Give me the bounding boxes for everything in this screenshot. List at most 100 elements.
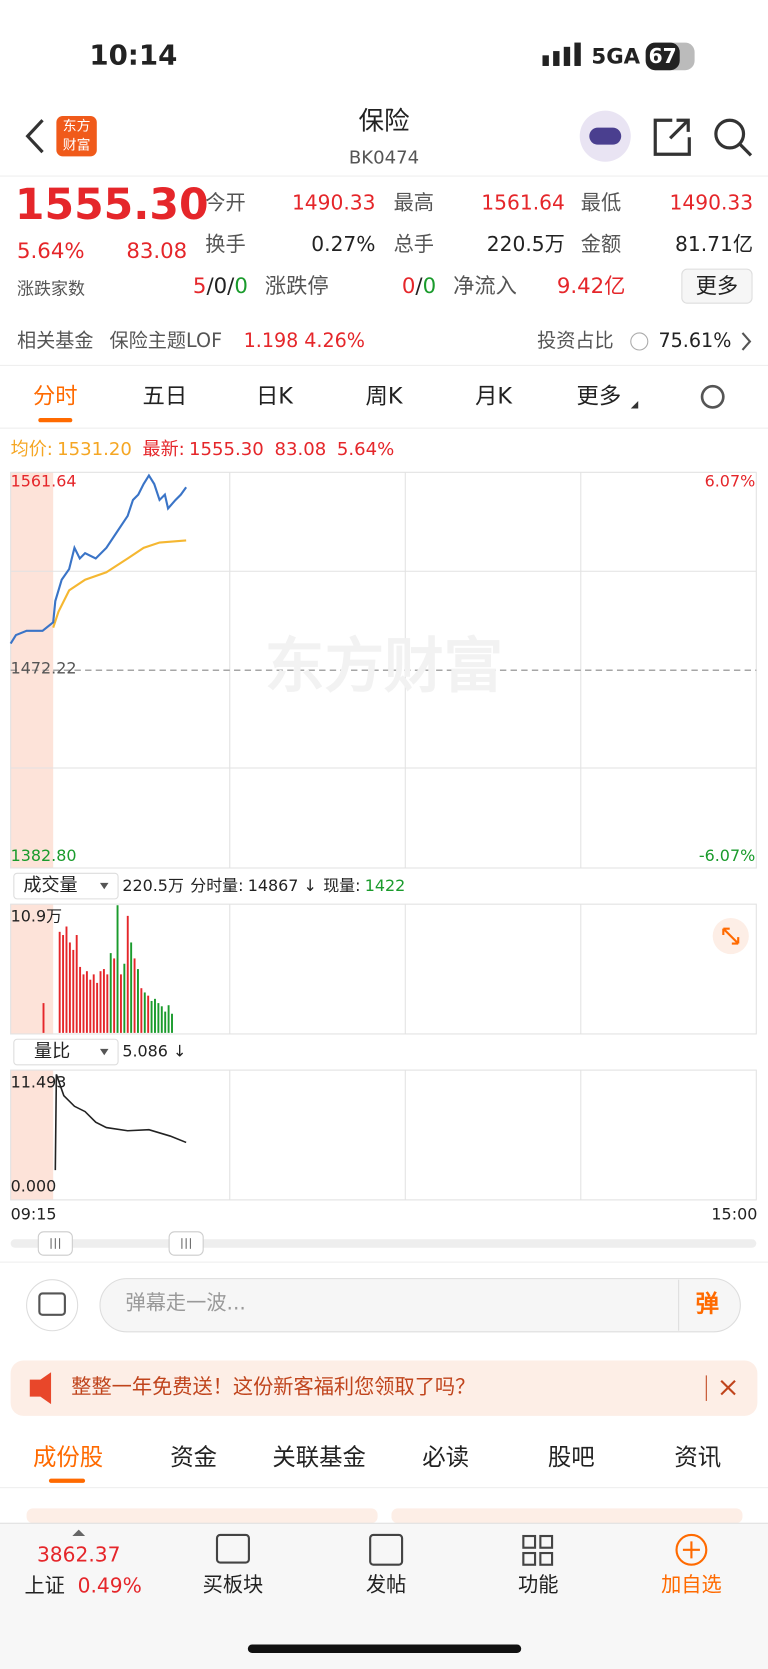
- card-peek: [26, 1508, 378, 1524]
- volume-bar: [140, 988, 143, 1033]
- dropdown-arrow: [99, 1048, 109, 1056]
- volume-bar: [116, 905, 119, 1033]
- nav-item[interactable]: 发帖: [366, 1573, 406, 1597]
- field-label: 最高: [394, 191, 434, 215]
- share-icon[interactable]: [653, 118, 691, 156]
- divider: [0, 427, 768, 429]
- time-start: 09:15: [11, 1204, 57, 1223]
- volume-bar: [119, 974, 122, 1033]
- volume-bar: [123, 963, 126, 1033]
- chart-tab[interactable]: 更多: [577, 383, 622, 409]
- volume-bar: [109, 953, 112, 1033]
- now-label: 现量:: [323, 876, 360, 895]
- field-label: 今开: [205, 191, 245, 215]
- add-icon: [675, 1533, 708, 1566]
- ratio-selector[interactable]: [13, 1038, 119, 1066]
- volume-bar: [75, 935, 78, 1033]
- search-icon[interactable]: [714, 118, 746, 150]
- more-text: 更多: [696, 274, 739, 299]
- volume-max: 10.9万: [11, 906, 62, 925]
- breadth: 5/0/0: [193, 274, 248, 299]
- nav-item[interactable]: 加自选: [661, 1573, 722, 1597]
- card-peek: [391, 1508, 743, 1524]
- battery-text: 67: [649, 44, 677, 68]
- field-value: 220.5万: [487, 232, 565, 256]
- content-tab[interactable]: 必读: [422, 1443, 469, 1471]
- chart-tab[interactable]: 日K: [256, 383, 294, 409]
- dropdown-arrow: [630, 401, 639, 409]
- volume-bar: [96, 982, 99, 1033]
- chart-tab[interactable]: 月K: [475, 383, 513, 409]
- price-line: [9, 473, 188, 645]
- content-tab[interactable]: 关联基金: [272, 1443, 366, 1471]
- volume-bar: [147, 995, 150, 1033]
- volume-selector-text: 成交量: [23, 875, 77, 896]
- chart-tab[interactable]: 分时: [33, 383, 78, 409]
- volume-bar: [171, 1013, 173, 1033]
- megaphone-icon: [29, 1372, 52, 1405]
- comment-input[interactable]: [99, 1278, 741, 1333]
- y-low: 1382.80: [11, 846, 77, 865]
- divider: [0, 364, 768, 366]
- chart-tab[interactable]: 五日: [143, 383, 188, 409]
- nav-item[interactable]: 买板块: [203, 1573, 264, 1597]
- content-tab[interactable]: 资讯: [674, 1443, 721, 1471]
- danmaku-button[interactable]: 弹: [696, 1290, 719, 1318]
- banner[interactable]: [10, 1360, 758, 1416]
- divider: [0, 175, 768, 177]
- fall: 0: [234, 274, 248, 299]
- danmaku-icon: [38, 1292, 66, 1316]
- expand-icon: [722, 927, 740, 945]
- add-icon: [682, 1541, 700, 1559]
- index-value[interactable]: 3862.37: [37, 1543, 121, 1567]
- minute-label: 分时量:: [190, 876, 243, 895]
- volume-bar: [62, 935, 65, 1033]
- volume-bar: [164, 1011, 167, 1033]
- danmaku-toggle[interactable]: [26, 1279, 79, 1332]
- volume-bar: [99, 971, 102, 1033]
- more-button[interactable]: [681, 268, 753, 304]
- tab-underline: [38, 418, 73, 423]
- content-tab[interactable]: 资金: [170, 1443, 217, 1471]
- price: 1555.30: [15, 181, 209, 230]
- volume-bar: [89, 979, 92, 1033]
- field-value: 81.71亿: [675, 232, 753, 256]
- latest-change: 83.08: [274, 439, 326, 460]
- close-button[interactable]: [720, 1379, 736, 1396]
- info: 均价: 1531.20 最新: 1555.30 83.08 5.64%: [11, 439, 395, 460]
- sep: /: [415, 274, 423, 299]
- fund-name[interactable]: 保险主题LOF: [110, 329, 223, 352]
- volume-selector[interactable]: [13, 872, 119, 900]
- signal-icon: [542, 42, 581, 66]
- field-label: 金额: [581, 232, 621, 256]
- net-inflow: 9.42亿: [557, 274, 626, 299]
- volume-bar: [106, 974, 109, 1033]
- ratio-max: 11.493: [11, 1072, 67, 1091]
- chart-tab[interactable]: 周K: [366, 383, 404, 409]
- home-indicator: [247, 1644, 522, 1654]
- volume-bar: [102, 969, 105, 1033]
- chevron: [741, 332, 752, 351]
- divider: [0, 1261, 768, 1263]
- logo-text: 东方: [63, 119, 91, 135]
- nav-item[interactable]: 功能: [518, 1573, 558, 1597]
- help-icon[interactable]: [630, 332, 649, 351]
- logo: [56, 115, 97, 157]
- limit-label: 涨跌停: [265, 274, 329, 299]
- volume-bar: [154, 998, 156, 1033]
- limit: 0/0: [402, 274, 436, 299]
- function-icon: [522, 1534, 554, 1566]
- field-value: 1561.64: [481, 191, 565, 215]
- content-tab[interactable]: 成份股: [33, 1443, 103, 1471]
- banner-text: 整整一年免费送！这份新客福利您领取了吗？: [71, 1375, 475, 1399]
- field-value: 0.27%: [311, 232, 375, 256]
- ratio-selector-text: 量比: [34, 1041, 70, 1062]
- settings-icon[interactable]: [700, 384, 725, 409]
- content-tab[interactable]: 股吧: [548, 1443, 595, 1471]
- back-button[interactable]: [25, 119, 44, 154]
- comment-placeholder: 弹幕走一波...: [126, 1291, 246, 1315]
- volume-bar: [42, 1003, 45, 1033]
- breadth-label: 涨跌家数: [17, 279, 85, 299]
